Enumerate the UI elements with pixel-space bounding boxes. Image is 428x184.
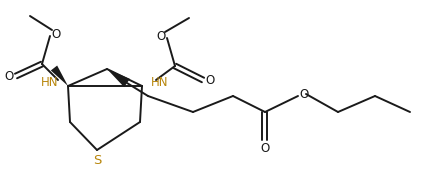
Text: O: O — [299, 88, 309, 100]
Polygon shape — [51, 66, 68, 86]
Text: O: O — [260, 142, 270, 155]
Text: S: S — [93, 153, 101, 167]
Text: O: O — [4, 70, 14, 82]
Polygon shape — [107, 69, 130, 87]
Text: O: O — [51, 27, 61, 40]
Text: HN: HN — [151, 75, 169, 89]
Text: O: O — [156, 29, 166, 43]
Text: HN: HN — [41, 75, 59, 89]
Text: O: O — [205, 73, 214, 86]
